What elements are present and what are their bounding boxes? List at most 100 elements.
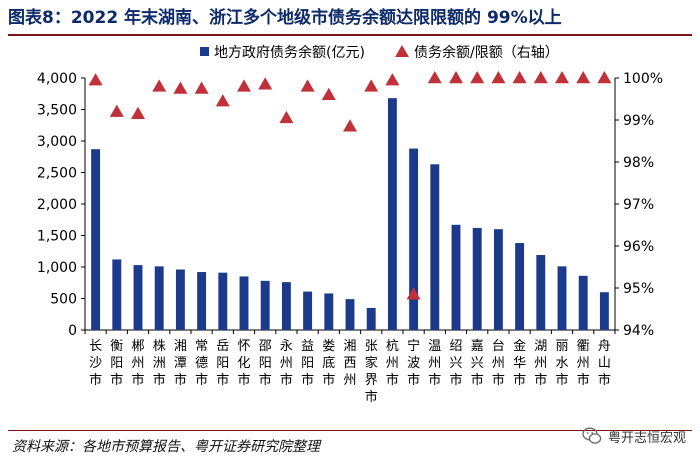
ratio-marker <box>533 71 548 84</box>
category-label: 杭州市 <box>386 339 399 388</box>
category-label: 绍兴市 <box>449 339 462 388</box>
left-tick-label: 1,500 <box>37 229 77 245</box>
ratio-marker <box>237 79 251 92</box>
category-label: 邵阳市 <box>259 339 272 388</box>
chart-title: 图表8：2022 年末湖南、浙江多个地级市债务余额达限限额的 99%以上 <box>8 8 562 28</box>
ratio-marker <box>491 71 506 84</box>
bar <box>493 229 503 330</box>
category-label: 娄底市 <box>322 339 335 388</box>
legend-bar-label: 地方政府债务余额(亿元) <box>214 44 365 61</box>
ratio-marker <box>470 71 485 84</box>
bar <box>451 224 461 330</box>
bar <box>515 243 525 330</box>
left-tick-label: 2,000 <box>37 197 77 213</box>
bar <box>281 282 291 330</box>
category-label: 金华市 <box>513 338 526 388</box>
category-label: 长沙市 <box>89 339 102 388</box>
bar-series <box>91 98 609 330</box>
ratio-marker <box>173 81 188 94</box>
ratio-series <box>88 71 612 300</box>
right-tick-label: 98% <box>623 155 654 171</box>
right-tick-label: 95% <box>623 281 654 297</box>
legend-bar-swatch <box>200 47 209 56</box>
category-label: 永州市 <box>280 339 293 388</box>
ratio-marker <box>427 71 442 84</box>
ratio-marker <box>512 71 527 84</box>
ratio-marker <box>555 71 569 84</box>
ratio-marker <box>300 79 315 92</box>
ratio-marker <box>258 77 273 90</box>
category-label: 湖州市 <box>534 339 547 388</box>
title-bar: 图表8：2022 年末湖南、浙江多个地级市债务余额达限限额的 99%以上 <box>8 6 692 32</box>
ratio-marker <box>449 71 463 84</box>
left-tick-label: 1,000 <box>37 260 77 276</box>
bar <box>430 164 440 330</box>
ratio-marker <box>364 79 379 92</box>
footer-divider <box>8 430 692 431</box>
bar <box>91 149 101 330</box>
left-tick-label: 4,000 <box>37 71 77 87</box>
bar <box>303 291 313 330</box>
bar <box>175 269 185 330</box>
bar <box>112 259 122 330</box>
source-note: 资料来源：各地市预算报告、粤开证券研究院整理 <box>12 439 320 455</box>
category-label: 嘉兴市 <box>471 339 484 388</box>
ratio-marker <box>597 71 612 84</box>
category-label: 衢州市 <box>577 339 590 388</box>
left-tick-label: 2,500 <box>37 166 77 182</box>
right-tick-label: 99% <box>623 113 654 129</box>
right-tick-label: 100% <box>623 71 663 87</box>
chart-legend: 地方政府债务余额(亿元) 债务余额/限额（右轴） <box>200 44 559 61</box>
category-label: 台州市 <box>492 339 505 388</box>
category-label: 张家界市 <box>365 339 378 405</box>
ratio-marker <box>576 71 591 84</box>
category-labels: 长沙市衡阳市郴州市株洲市湘潭市常德市岳阳市怀化市邵阳市永州市益阳市娄底市湘西州张… <box>89 338 611 405</box>
category-label: 株洲市 <box>153 339 166 388</box>
ratio-marker <box>131 106 145 119</box>
bar <box>324 293 334 330</box>
ratio-marker <box>194 81 209 94</box>
bar <box>133 265 143 330</box>
ratio-marker <box>321 87 336 101</box>
bar <box>536 255 546 330</box>
bar <box>409 148 419 330</box>
right-tick-label: 94% <box>623 323 654 339</box>
chart-axes: 0 500 1,000 1,500 2,000 2,500 3,000 3,500 4,000 9… <box>37 71 663 339</box>
category-label: 郴州市 <box>131 339 144 388</box>
left-tick-label: 3,000 <box>37 134 77 150</box>
bar <box>154 266 164 330</box>
legend-marker-swatch <box>395 45 409 57</box>
ratio-marker <box>385 73 400 86</box>
category-label: 益阳市 <box>301 339 314 388</box>
bar <box>578 275 588 330</box>
ratio-marker <box>406 287 421 300</box>
category-label: 温州市 <box>428 339 441 388</box>
chart-area: 地方政府债务余额(亿元) 债务余额/限额（右轴） 0 500 1,000 1,500 2,… <box>37 44 663 405</box>
category-label: 湘潭市 <box>174 339 187 388</box>
left-tick-label: 3,500 <box>37 103 77 119</box>
watermark: 粤开志恒宏观 <box>582 425 686 447</box>
category-label: 衡阳市 <box>110 339 123 388</box>
watermark-text: 粤开志恒宏观 <box>607 430 686 446</box>
ratio-marker <box>343 119 357 132</box>
bar <box>345 299 355 330</box>
category-label: 宁波市 <box>407 338 420 388</box>
ratio-marker <box>279 110 294 124</box>
legend-marker-label: 债务余额/限额（右轴） <box>414 44 559 61</box>
category-label: 怀化市 <box>237 339 250 388</box>
bar <box>387 98 397 330</box>
category-label: 舟山市 <box>598 339 611 388</box>
category-label: 岳阳市 <box>216 339 229 388</box>
bar <box>239 276 249 330</box>
right-tick-label: 97% <box>623 197 654 213</box>
bar <box>599 292 609 330</box>
right-tick-label: 96% <box>623 239 654 255</box>
ratio-marker <box>88 73 103 86</box>
bar <box>557 266 567 330</box>
bar <box>366 307 376 330</box>
ratio-marker <box>215 94 230 107</box>
title-divider <box>8 34 692 36</box>
bar <box>218 272 228 330</box>
category-label: 常德市 <box>195 339 208 388</box>
category-label: 湘西州 <box>343 339 356 388</box>
